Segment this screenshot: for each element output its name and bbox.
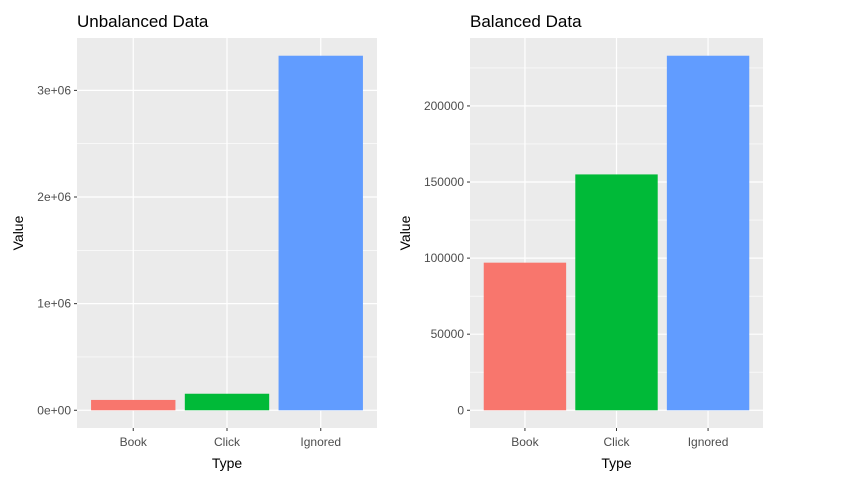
y-axis-title: Value bbox=[10, 215, 26, 250]
y-tick-label: 3e+06 bbox=[37, 83, 71, 97]
y-tick-label: 0e+00 bbox=[37, 403, 71, 417]
bar-ignored bbox=[666, 55, 750, 411]
bar-click bbox=[575, 174, 658, 411]
y-tick-label: 1e+06 bbox=[37, 297, 71, 311]
x-tick-label: Ignored bbox=[688, 435, 729, 449]
chart-panel-2: 0 50000 100000 150000 200000 Book Click Ignored… bbox=[397, 12, 763, 471]
x-axis-title: Type bbox=[212, 455, 243, 471]
bar-book bbox=[91, 399, 176, 411]
y-tick-label: 100000 bbox=[424, 251, 464, 265]
chart-panel-1: 0e+00 1e+06 2e+06 3e+06 Book Click Ignored Type… bbox=[10, 12, 377, 471]
chart-title: Unbalanced Data bbox=[77, 12, 209, 31]
y-tick-label: 200000 bbox=[424, 99, 464, 113]
y-tick-label: 0 bbox=[457, 403, 464, 417]
bar-click bbox=[184, 393, 270, 411]
x-tick-label: Click bbox=[214, 435, 241, 449]
bar-ignored bbox=[278, 55, 363, 411]
y-axis-title: Value bbox=[397, 215, 413, 250]
y-tick-label: 50000 bbox=[431, 327, 465, 341]
x-tick-label: Book bbox=[511, 435, 539, 449]
chart-title: Balanced Data bbox=[470, 12, 582, 31]
x-tick-label: Click bbox=[604, 435, 631, 449]
x-tick-label: Book bbox=[120, 435, 148, 449]
y-tick-label: 150000 bbox=[424, 175, 464, 189]
x-tick-label: Ignored bbox=[300, 435, 341, 449]
x-axis-title: Type bbox=[601, 455, 632, 471]
y-tick-label: 2e+06 bbox=[37, 190, 71, 204]
bar-book bbox=[483, 262, 567, 411]
